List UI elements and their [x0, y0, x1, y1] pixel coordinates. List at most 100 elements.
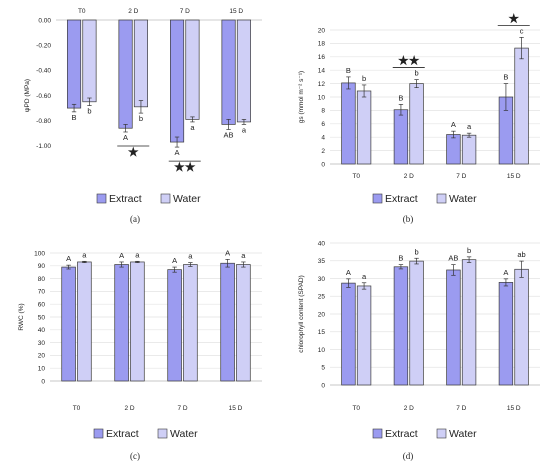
- charta-y-tick-label: 0.00: [38, 17, 51, 24]
- chartd-significance-letter: a: [362, 272, 367, 281]
- chartb-bar-extract: [446, 134, 461, 165]
- chartd-significance-letter: A: [346, 268, 351, 277]
- chartc-legend-swatch-water: [157, 428, 168, 439]
- chartd-bar-water: [461, 259, 477, 386]
- charta-category-label: T0: [78, 8, 86, 15]
- chartc-significance-letter: a: [188, 252, 193, 261]
- chartc-significance-letter: A: [119, 251, 124, 260]
- chartb-bar-extract: [341, 82, 356, 165]
- chartb-y-tick-label: 12: [318, 81, 326, 88]
- chartc-category-label: T0: [73, 405, 81, 412]
- chartb-y-tick-label: 8: [321, 108, 325, 115]
- chartb-bar-water: [356, 90, 372, 165]
- chartd-y-tick-label: 40: [318, 240, 326, 247]
- chartd-legend-label-water: Water: [449, 428, 477, 440]
- chartb-significance-letter: A: [451, 120, 456, 129]
- chartb-category-label: 15 D: [507, 173, 521, 180]
- chartb-significance-letter: c: [520, 26, 524, 35]
- chartd-bar-extract: [341, 282, 356, 386]
- chartb-y-axis-label: gs (mmol m⁻² s⁻¹): [298, 71, 305, 123]
- chartc-bar-water: [183, 264, 198, 382]
- chartd-y-axis-label: chlorophyll content (SPAD): [298, 275, 305, 353]
- chartc-bar-water: [130, 261, 145, 382]
- chartc-significance-letter: a: [82, 250, 87, 259]
- charta-category-label: 7 D: [180, 8, 190, 15]
- chartd-significance-letter: AB: [448, 254, 458, 263]
- chartb-y-tick-label: 0: [321, 161, 325, 168]
- chartd-y-tick-label: 15: [318, 329, 326, 336]
- charta-significance-letter: B: [72, 113, 77, 122]
- charta-significance-letter: A: [123, 133, 128, 142]
- panel-b-stomatal-conductance-chart: 0 2 4 6 8 10 12 14 16 18 20 gs (mmol m⁻² s⁻¹) T0 Bb 2 …: [298, 11, 540, 205]
- chartd-y-tick-label: 20: [318, 311, 326, 318]
- chartc-y-tick-label: 50: [38, 314, 46, 321]
- chartd-significance-letter: ab: [517, 250, 525, 259]
- chartb-bar-water: [461, 134, 477, 165]
- chartb-significance-letter: b: [414, 69, 418, 78]
- chartb-significance-asterisk: ★★: [398, 54, 420, 68]
- charta-significance-asterisk: ★: [128, 145, 139, 159]
- chartd-legend-label-extract: Extract: [385, 428, 418, 440]
- chartc-significance-letter: A: [66, 254, 71, 263]
- chartd-y-tick-label: 30: [318, 276, 326, 283]
- chartd-y-tick-label: 10: [318, 347, 326, 354]
- chartd-category-label: 2 D: [404, 405, 414, 412]
- charta-legend-label-extract: Extract: [109, 193, 142, 205]
- charta-significance-letter: AB: [224, 130, 234, 139]
- chartc-category-label: 15 D: [229, 405, 243, 412]
- chartb-y-tick-label: 14: [318, 68, 326, 75]
- chartb-bar-extract: [393, 109, 409, 165]
- chartc-y-tick-label: 60: [38, 302, 46, 309]
- charta-bar-extract: [221, 19, 236, 125]
- charta-y-tick-label: -0.80: [36, 118, 51, 125]
- chartb-category-label: T0: [352, 173, 360, 180]
- chartb-bar-water: [409, 83, 424, 165]
- chartc-category-label: 2 D: [124, 405, 134, 412]
- charta-legend-label-water: Water: [173, 193, 201, 205]
- panel-a-shrub-water-potential-chart: 0.00 -0.20 -0.40 -0.60 -0.80 -1.00 ψPD (MPa) T0…: [24, 8, 262, 205]
- chartc-legend-swatch-extract: [93, 428, 104, 439]
- chartb-significance-letter: a: [467, 122, 472, 131]
- charta-y-tick-label: -0.40: [36, 68, 51, 75]
- chartb-significance-letter: B: [346, 66, 351, 75]
- chartb-y-tick-label: 6: [321, 121, 325, 128]
- chartb-legend-swatch-extract: [372, 193, 383, 204]
- chartc-bar-extract: [114, 264, 129, 382]
- chartb-y-tick-label: 2: [321, 148, 325, 155]
- chartc-y-tick-label: 70: [38, 289, 46, 296]
- charta-significance-letter: A: [175, 148, 180, 157]
- chartc-y-tick-label: 30: [38, 340, 46, 347]
- charta-bar-water: [185, 19, 200, 120]
- chartb-significance-letter: B: [503, 73, 508, 82]
- chartc-y-tick-label: 80: [38, 276, 46, 283]
- chartd-bar-extract: [446, 269, 461, 386]
- panel-label-d: (d): [403, 451, 414, 461]
- chartb-legend-label-extract: Extract: [385, 193, 418, 205]
- chartd-y-tick-label: 25: [318, 294, 326, 301]
- chartc-legend-label-extract: Extract: [106, 428, 139, 440]
- charta-significance-letter: a: [190, 123, 195, 132]
- chartc-bar-extract: [220, 262, 235, 382]
- charta-category-label: 15 D: [229, 8, 243, 15]
- chartd-significance-letter: B: [398, 254, 403, 263]
- chartd-y-tick-label: 35: [318, 258, 326, 265]
- chartd-significance-letter: b: [414, 247, 418, 256]
- chartc-y-tick-label: 100: [34, 250, 45, 257]
- chartb-y-tick-label: 10: [318, 94, 326, 101]
- charta-category-label: 2 D: [128, 8, 138, 15]
- chartc-y-tick-label: 10: [38, 366, 46, 373]
- chartc-y-tick-label: 40: [38, 327, 46, 334]
- charta-bar-extract: [170, 19, 185, 143]
- chartc-significance-letter: A: [225, 248, 230, 257]
- charta-bar-extract: [118, 19, 133, 129]
- charta-bar-extract: [67, 19, 82, 109]
- chartd-category-label: 7 D: [456, 405, 466, 412]
- charta-bar-water: [82, 19, 97, 103]
- chartb-bar-water: [514, 47, 529, 165]
- chartb-category-label: 2 D: [404, 173, 414, 180]
- chartb-legend-label-water: Water: [449, 193, 477, 205]
- chartd-bar-extract: [498, 282, 514, 386]
- charta-y-tick-label: -0.20: [36, 42, 51, 49]
- charta-significance-asterisk: ★★: [174, 160, 196, 174]
- chartb-legend-swatch-water: [436, 193, 447, 204]
